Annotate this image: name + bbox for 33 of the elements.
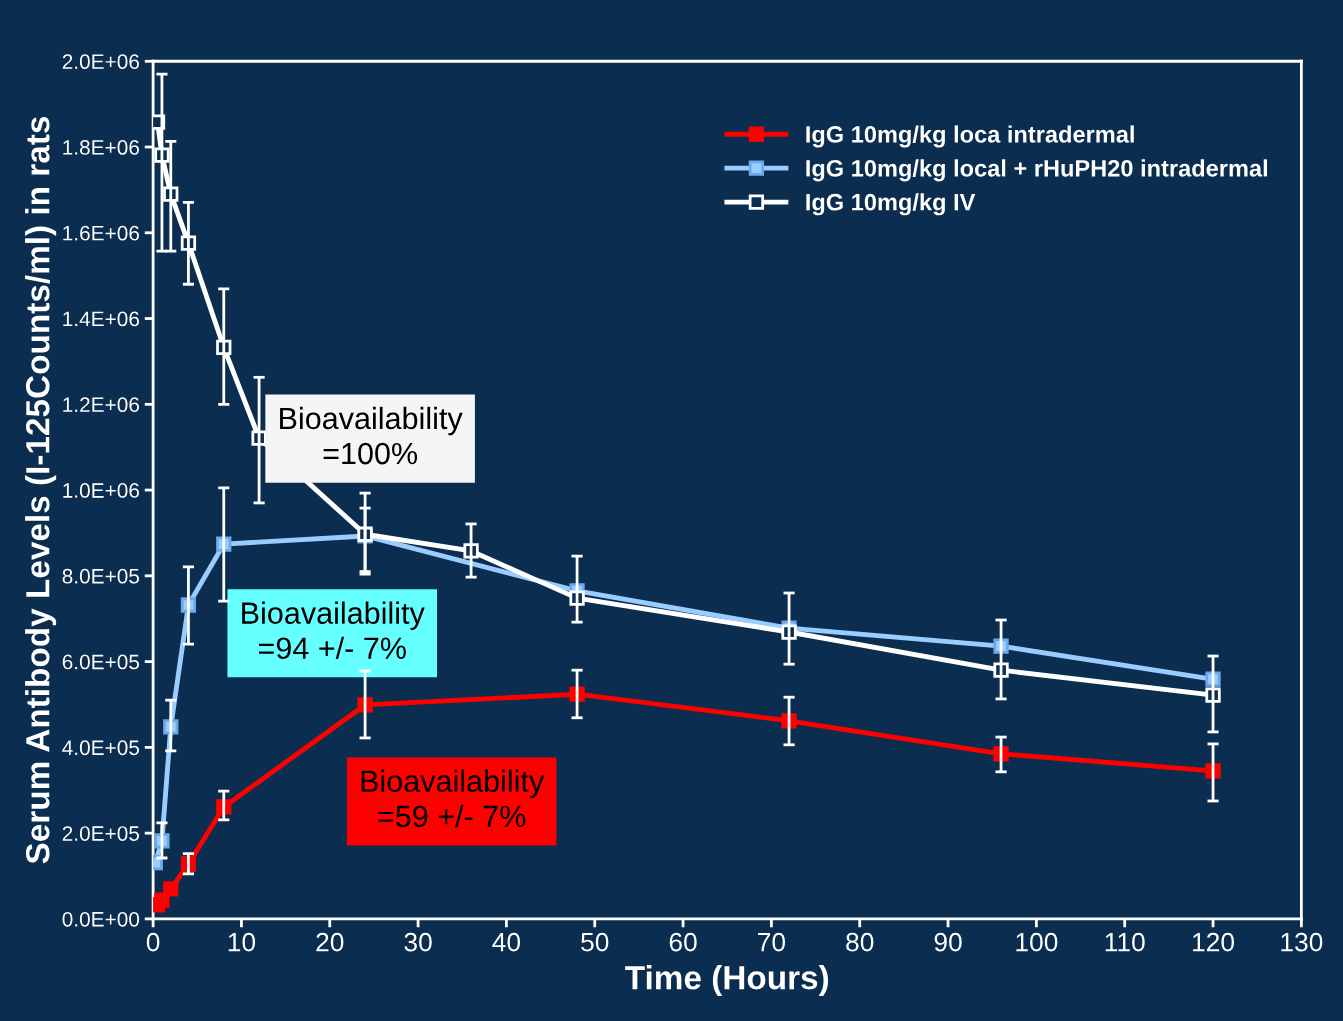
annotation: Bioavailability =94 +/- 7% <box>242 601 425 660</box>
x-tick-label: 30 <box>404 932 432 952</box>
x-tick-label: 70 <box>758 932 786 952</box>
y-tick-label: 8.0E+05 <box>62 568 140 584</box>
y-tick-label: 4.0E+05 <box>62 740 140 756</box>
y-tick-label: 1.2E+06 <box>63 397 139 413</box>
y-axis-title: Serum Antibody Levels (I-125Counts/ml) in rats <box>25 116 57 864</box>
y-tick-label: 0.0E+00 <box>62 911 140 927</box>
legend-label: IgG 10mg/kg loca intradermal <box>806 125 1134 148</box>
y-tick-label: 6.0E+05 <box>62 654 140 670</box>
y-tick-label: 1.6E+06 <box>63 225 139 241</box>
y-tick-label: 1.8E+06 <box>63 140 139 155</box>
annotation: Bioavailability =100% <box>280 406 463 465</box>
x-tick-label: 100 <box>1016 932 1058 952</box>
x-axis-title: Time (Hours) <box>625 965 829 997</box>
legend-label: IgG 10mg/kg local + rHuPH20 intradermal <box>806 159 1267 182</box>
x-tick-label: 10 <box>228 932 256 952</box>
x-tick-label: 60 <box>669 932 697 952</box>
x-tick-label: 120 <box>1193 932 1235 952</box>
x-tick-label: 90 <box>934 932 962 952</box>
x-tick-label: 50 <box>581 932 609 952</box>
annotation: Bioavailability =59 +/- 7% <box>361 769 545 828</box>
x-tick-label: 130 <box>1281 932 1323 952</box>
y-tick-label: 2.0E+05 <box>62 826 140 841</box>
x-tick-label: 110 <box>1105 932 1145 952</box>
x-tick-label: 20 <box>316 932 344 952</box>
y-tick-label: 1.4E+06 <box>63 311 139 327</box>
x-tick-label: 0 <box>146 932 160 952</box>
x-tick-label: 40 <box>492 932 521 952</box>
y-tick-label: 1.0E+06 <box>63 483 139 498</box>
y-tick-label: 2.0E+06 <box>62 54 139 70</box>
legend-label: IgG 10mg/kg IV <box>806 193 976 216</box>
x-tick-label: 80 <box>846 932 874 952</box>
